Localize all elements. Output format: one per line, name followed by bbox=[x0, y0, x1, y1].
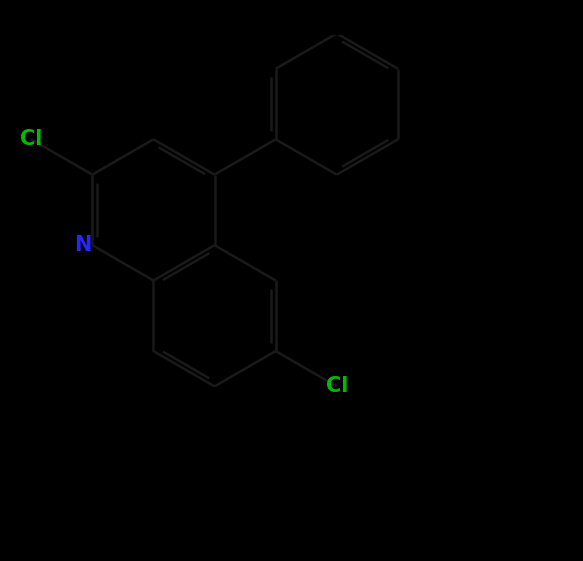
Text: Cl: Cl bbox=[20, 130, 43, 149]
Text: Cl: Cl bbox=[325, 376, 348, 397]
Text: N: N bbox=[75, 235, 92, 255]
